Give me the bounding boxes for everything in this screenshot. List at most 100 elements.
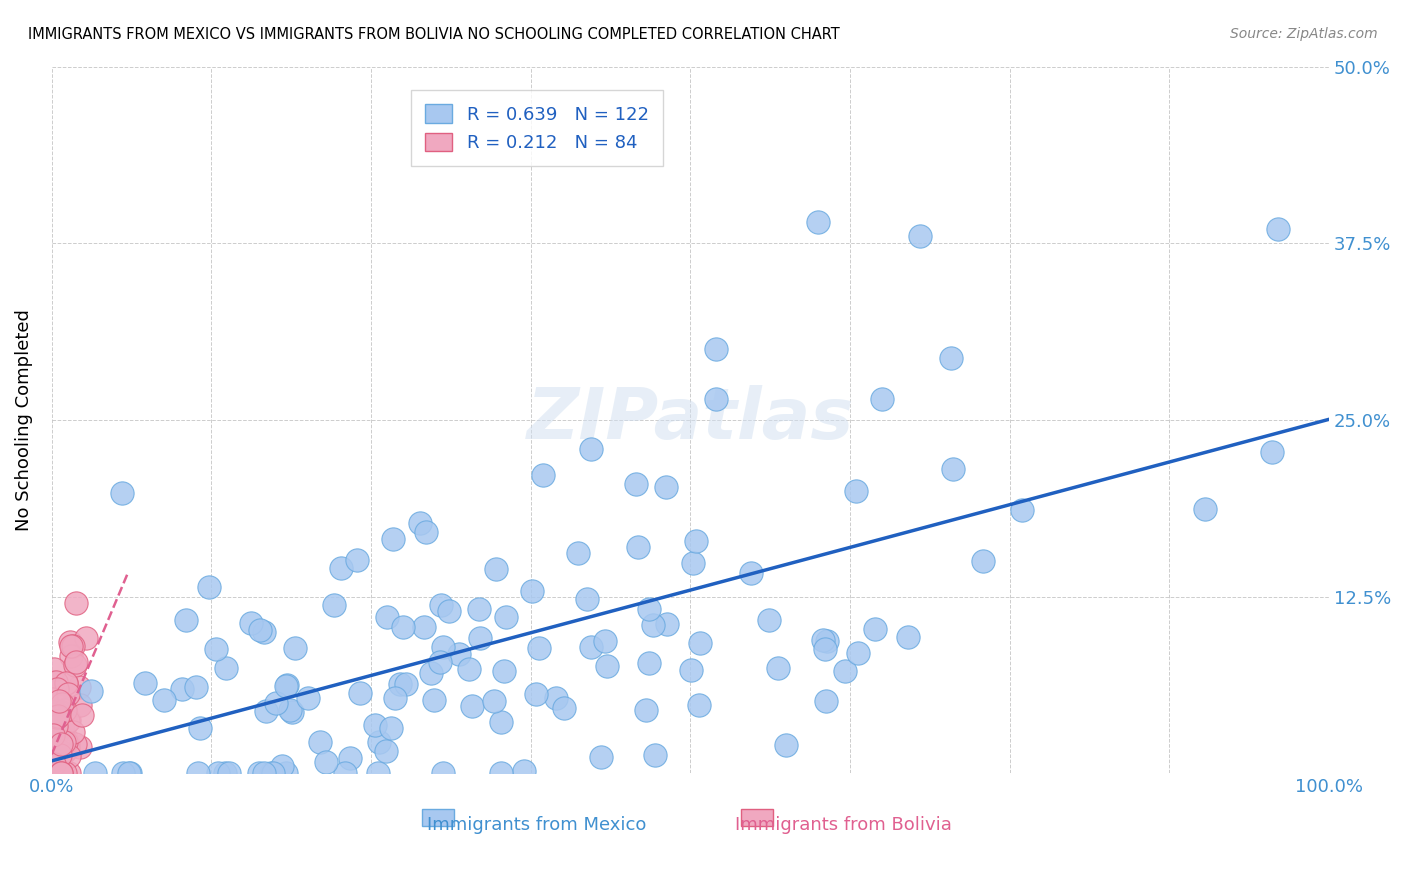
Point (461, 698, 484, 713)
Point (815, 693, 838, 707)
Point (49, 766, 72, 780)
Point (429, 655, 451, 669)
Point (41, 691, 63, 706)
Point (55, 675, 77, 690)
Point (1194, 502, 1216, 516)
Point (253, 766, 276, 780)
Point (42, 742, 65, 756)
Point (48, 766, 70, 780)
Point (44, 766, 66, 780)
Point (49, 698, 72, 713)
Point (53, 702, 76, 716)
Point (638, 601, 661, 615)
Point (576, 591, 599, 606)
Point (53, 766, 76, 780)
Point (253, 625, 276, 640)
Point (634, 704, 657, 718)
Point (46, 714, 69, 728)
Point (45, 744, 67, 758)
Point (48, 747, 70, 762)
Point (176, 613, 198, 627)
Point (48, 755, 70, 769)
FancyBboxPatch shape (422, 808, 454, 826)
Point (284, 640, 307, 655)
Point (458, 662, 481, 676)
Point (814, 642, 837, 657)
Point (67, 680, 90, 694)
Point (65, 658, 87, 673)
Point (197, 580, 219, 594)
Point (643, 618, 665, 632)
Point (364, 718, 387, 732)
Point (309, 735, 332, 749)
Point (335, 766, 357, 780)
Point (65, 596, 87, 610)
FancyBboxPatch shape (741, 808, 773, 826)
Point (544, 690, 567, 705)
Point (69, 698, 91, 713)
Point (51, 698, 73, 712)
Point (58, 714, 80, 728)
Point (69, 739, 91, 754)
Point (392, 620, 415, 634)
Point (63, 737, 86, 751)
Point (766, 661, 789, 675)
Point (45, 748, 67, 763)
Point (42, 749, 65, 764)
Point (65, 655, 87, 669)
Point (170, 682, 193, 697)
Point (349, 686, 371, 700)
Point (834, 664, 856, 678)
Point (184, 680, 207, 694)
Point (624, 477, 647, 491)
Point (55, 716, 77, 731)
Point (205, 642, 228, 657)
Point (495, 609, 517, 624)
Point (1261, 444, 1284, 458)
Point (579, 442, 602, 457)
Point (55, 731, 77, 746)
Point (491, 714, 513, 729)
Point (134, 676, 156, 690)
Point (423, 693, 446, 707)
Point (596, 659, 619, 673)
Point (520, 584, 543, 599)
Point (187, 766, 209, 780)
Point (491, 766, 513, 780)
Point (758, 613, 780, 627)
Point (51, 730, 73, 744)
Text: ZIPatlas: ZIPatlas (527, 385, 853, 454)
Point (59, 635, 82, 649)
Point (46, 726, 69, 740)
Point (118, 766, 141, 780)
Point (346, 552, 368, 566)
Point (1011, 503, 1033, 517)
Point (815, 633, 838, 648)
Point (111, 485, 134, 500)
Text: Source: ZipAtlas.com: Source: ZipAtlas.com (1230, 27, 1378, 41)
Point (42, 766, 65, 780)
Point (56, 741, 79, 756)
Point (432, 640, 454, 654)
Point (553, 701, 575, 715)
Point (45, 748, 67, 763)
Point (297, 691, 319, 706)
Point (48, 704, 70, 718)
Point (870, 392, 893, 406)
Point (207, 766, 229, 780)
Point (42, 756, 65, 771)
Point (56, 736, 79, 750)
Point (512, 764, 534, 778)
Point (51, 737, 73, 751)
Point (524, 688, 547, 702)
Point (380, 721, 402, 735)
Point (389, 677, 412, 691)
Point (42, 766, 65, 780)
Point (689, 636, 711, 650)
Point (682, 556, 704, 570)
Point (58, 766, 80, 780)
Point (419, 665, 441, 680)
Point (254, 704, 277, 718)
Point (44, 763, 66, 777)
Point (485, 562, 508, 576)
